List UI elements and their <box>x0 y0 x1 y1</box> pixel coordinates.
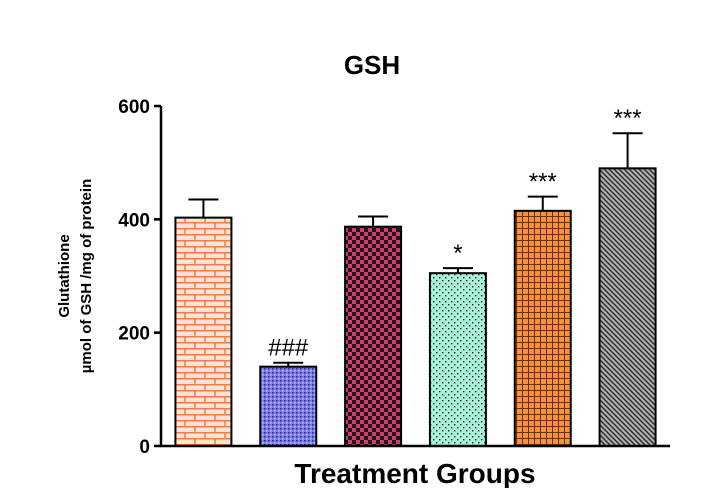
annotations-group: ###******* <box>268 105 641 362</box>
y-axis-label: Glutathione µmol of GSH /mg of protein <box>56 179 95 373</box>
chart-title: GSH <box>344 50 400 80</box>
error-bars-group <box>188 132 643 367</box>
bar <box>513 209 572 447</box>
bar <box>259 365 318 447</box>
y-tick-label: 600 <box>118 97 150 118</box>
bar <box>344 225 403 447</box>
significance-label: *** <box>614 105 642 132</box>
bar <box>598 167 657 447</box>
significance-label: *** <box>529 169 557 196</box>
x-axis-label: Treatment Groups <box>294 458 535 488</box>
y-axis-label-line1: Glutathione <box>56 234 73 317</box>
y-tick-label: 400 <box>118 210 150 231</box>
bar <box>174 216 233 447</box>
y-axis-ticks: 0 200 400 600 <box>118 97 161 458</box>
significance-label: * <box>453 240 462 267</box>
bar <box>428 272 487 447</box>
y-tick-label: 200 <box>118 324 150 345</box>
bars-group <box>174 167 657 447</box>
y-axis-label-line2: µmol of GSH /mg of protein <box>78 179 95 373</box>
significance-label: ### <box>268 335 309 362</box>
y-tick-label: 0 <box>139 437 150 458</box>
